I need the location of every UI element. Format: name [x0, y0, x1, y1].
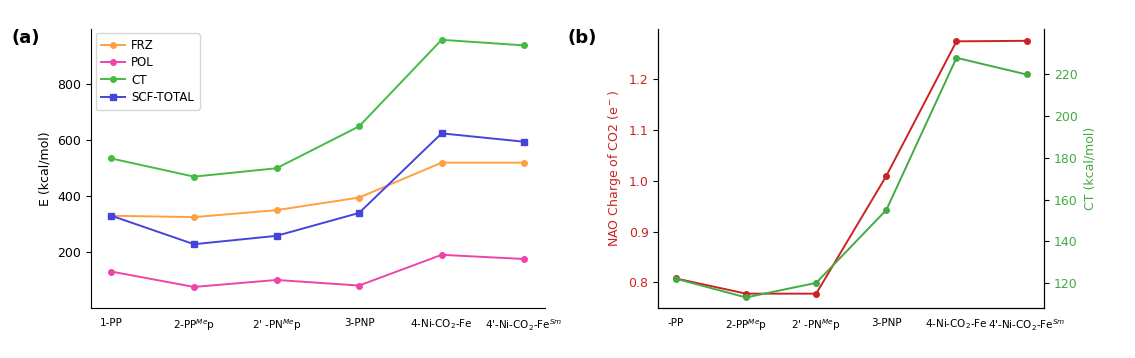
FRZ: [352, 195, 365, 200]
Text: (b): (b): [568, 29, 597, 47]
CT: [352, 124, 365, 129]
Text: (a): (a): [11, 29, 40, 47]
FRZ: [104, 214, 118, 218]
Y-axis label: NAO Charge of CO2 (e$^-$): NAO Charge of CO2 (e$^-$): [606, 90, 623, 247]
SCF-TOTAL: [104, 214, 118, 218]
FRZ: [187, 215, 201, 219]
SCF-TOTAL: [187, 242, 201, 246]
POL: [270, 278, 284, 282]
Line: SCF-TOTAL: SCF-TOTAL: [109, 131, 527, 247]
Y-axis label: CT (kcal/mol): CT (kcal/mol): [1083, 127, 1096, 210]
POL: [352, 284, 365, 288]
CT: [518, 43, 531, 48]
SCF-TOTAL: [518, 140, 531, 144]
Line: POL: POL: [109, 252, 527, 290]
SCF-TOTAL: [435, 131, 448, 135]
FRZ: [518, 160, 531, 165]
CT: [270, 166, 284, 170]
CT: [104, 156, 118, 161]
FRZ: [270, 208, 284, 212]
Line: CT: CT: [109, 37, 527, 179]
Y-axis label: E (kcal/mol): E (kcal/mol): [39, 131, 51, 205]
Legend: FRZ, POL, CT, SCF-TOTAL: FRZ, POL, CT, SCF-TOTAL: [95, 33, 200, 110]
SCF-TOTAL: [352, 211, 365, 215]
POL: [104, 270, 118, 274]
Line: FRZ: FRZ: [109, 160, 527, 220]
SCF-TOTAL: [270, 234, 284, 238]
POL: [435, 253, 448, 257]
POL: [518, 257, 531, 261]
CT: [187, 174, 201, 179]
POL: [187, 285, 201, 289]
CT: [435, 38, 448, 42]
FRZ: [435, 160, 448, 165]
